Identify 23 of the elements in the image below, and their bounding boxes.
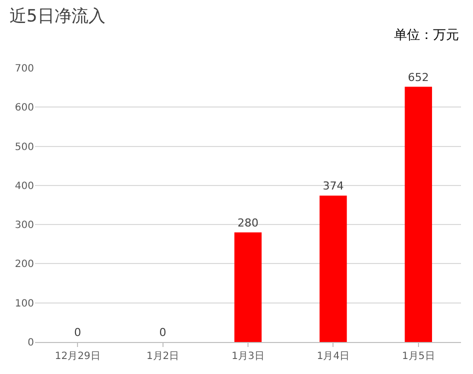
bar [404, 86, 432, 342]
data-label: 652 [408, 70, 429, 84]
data-label: 280 [238, 216, 258, 230]
x-tick-label: 12月29日 [54, 351, 100, 362]
x-tick-label: 1月5日 [402, 351, 435, 362]
x-tick-label: 1月3日 [232, 351, 264, 362]
y-tick-label: 100 [14, 298, 34, 310]
data-label: 0 [74, 326, 82, 339]
y-tick-label: 300 [14, 220, 34, 232]
bar [320, 196, 347, 342]
y-tick-label: 200 [14, 259, 34, 270]
bar [234, 232, 262, 342]
text: 单位：万元 [394, 28, 459, 43]
data-label: 374 [322, 180, 344, 193]
y-tick-label: 400 [14, 180, 34, 192]
y-tick-label: 500 [14, 142, 34, 153]
data-label: 0 [159, 326, 166, 339]
x-tick-label: 1月4日 [316, 351, 350, 362]
y-tick-label: 0 [28, 338, 34, 348]
chart-title: 近5日净流入 [9, 6, 106, 26]
y-tick-label: 600 [14, 102, 34, 114]
x-tick-label: 1月2日 [146, 351, 180, 362]
y-tick-label: 700 [14, 64, 34, 74]
